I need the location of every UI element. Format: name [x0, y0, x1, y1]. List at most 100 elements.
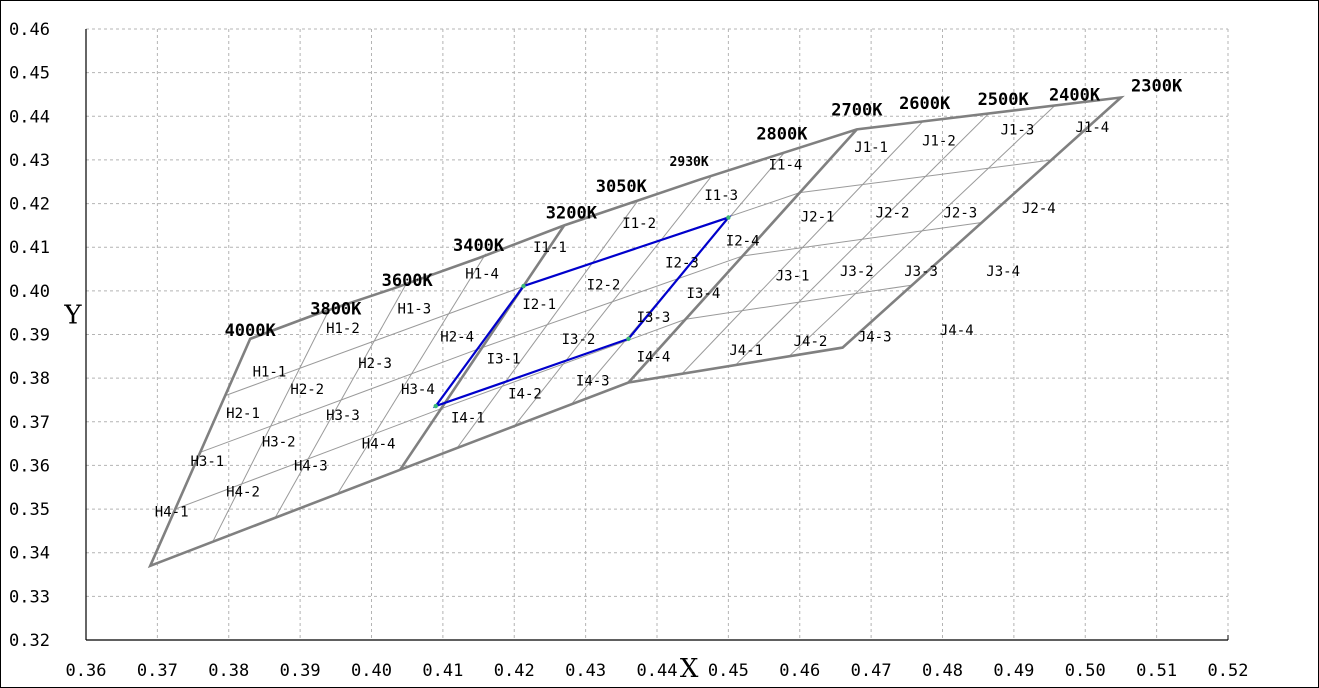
- x-tick-label: 0.47: [851, 661, 892, 681]
- bin-col-line: [735, 113, 990, 366]
- bin-label: I1-3: [704, 188, 738, 204]
- y-axis-title: Y: [63, 301, 82, 331]
- bin-label: J3-3: [904, 264, 938, 280]
- y-tick-label: 0.37: [9, 413, 50, 433]
- grid-lines: [85, 28, 1229, 641]
- bin-label: I1-1: [533, 240, 567, 256]
- x-tick-label: 0.45: [708, 661, 749, 681]
- region-divider: [398, 224, 566, 471]
- bin-col-line: [513, 177, 711, 427]
- bin-label: H2-3: [358, 356, 392, 372]
- bin-row-line: [685, 284, 913, 320]
- bin-label: I4-4: [637, 349, 671, 365]
- cct-label: 3200K: [546, 203, 598, 223]
- x-tick-label: 0.37: [137, 661, 178, 681]
- x-tick-label: 0.43: [565, 661, 606, 681]
- cct-label: 2600K: [899, 94, 951, 114]
- bin-label: I3-4: [687, 286, 721, 302]
- bin-label: H4-3: [294, 458, 328, 474]
- highlight-vertex: [433, 403, 438, 409]
- y-tick-label: 0.32: [9, 631, 50, 651]
- bin-label: J2-4: [1022, 201, 1056, 217]
- y-tick-label: 0.41: [9, 238, 50, 258]
- cct-label: 2500K: [978, 90, 1030, 110]
- cct-label: 2400K: [1049, 85, 1101, 105]
- bin-label: H1-3: [397, 301, 431, 317]
- y-tick-label: 0.42: [9, 195, 50, 215]
- bin-grid-lines: [175, 105, 1056, 543]
- bin-label: I2-4: [726, 234, 760, 250]
- bin-label: H1-2: [326, 321, 360, 337]
- bin-label: I1-4: [769, 157, 803, 173]
- bin-label: H2-1: [226, 406, 260, 422]
- x-tick-label: 0.41: [422, 661, 463, 681]
- bin-row-line: [175, 408, 442, 510]
- x-tick-label: 0.38: [208, 661, 249, 681]
- x-tick-label: 0.46: [779, 661, 820, 681]
- bin-label: I3-2: [562, 332, 596, 348]
- bin-label: J2-3: [943, 205, 977, 221]
- cct-label: 2930K: [670, 155, 709, 170]
- cct-label: 3050K: [596, 177, 648, 197]
- bin-label: J4-4: [940, 323, 974, 339]
- x-tick-label: 0.48: [922, 661, 963, 681]
- x-tick-label: 0.42: [494, 661, 535, 681]
- cct-label: 3800K: [310, 299, 362, 319]
- region-divider: [627, 128, 858, 384]
- bin-label: H4-2: [226, 485, 260, 501]
- bin-label: I3-3: [637, 310, 671, 326]
- y-tick-label: 0.36: [9, 456, 50, 476]
- y-tick-label: 0.33: [9, 587, 50, 607]
- x-tick-label: 0.49: [993, 661, 1034, 681]
- bin-col-line: [274, 281, 408, 519]
- bin-col-line: [337, 253, 487, 495]
- bin-label: H3-3: [326, 408, 360, 424]
- bin-label: H3-1: [190, 454, 224, 470]
- x-tick-label: 0.40: [351, 661, 392, 681]
- bin-label: H2-4: [440, 330, 474, 346]
- bin-label: H3-4: [401, 382, 435, 398]
- bin-label: J1-1: [854, 140, 888, 156]
- x-tick-label: 0.44: [637, 661, 678, 681]
- bin-col-line: [788, 105, 1056, 357]
- bin-label: I1-2: [622, 216, 656, 232]
- bin-label: J1-2: [922, 133, 956, 149]
- bin-label: H4-1: [155, 504, 189, 520]
- bin-label: I4-1: [451, 410, 485, 426]
- bin-label: J1-4: [1076, 120, 1110, 136]
- bin-label: J2-2: [876, 205, 910, 221]
- bin-label: I2-2: [587, 277, 621, 293]
- bin-label: J4-3: [858, 330, 892, 346]
- bin-label: H1-4: [465, 266, 499, 282]
- cct-label: 2800K: [756, 125, 808, 145]
- highlight-vertex: [726, 215, 731, 220]
- y-tick-label: 0.44: [9, 107, 50, 127]
- cct-label: 4000K: [225, 321, 277, 341]
- bin-label: J3-4: [986, 264, 1020, 280]
- y-tick-label: 0.34: [9, 544, 50, 564]
- cct-label: 3400K: [453, 236, 505, 256]
- cct-label: 2300K: [1131, 77, 1183, 97]
- y-tick-label: 0.43: [9, 151, 50, 171]
- bin-label: I2-3: [665, 255, 699, 271]
- y-tick-label: 0.39: [9, 326, 50, 346]
- bin-label: J2-1: [801, 210, 835, 226]
- bin-label: J4-1: [729, 343, 763, 359]
- bin-label: J3-2: [840, 264, 874, 280]
- cct-label: 3600K: [382, 271, 434, 291]
- y-tick-label: 0.35: [9, 500, 50, 520]
- bin-label: H3-2: [262, 434, 296, 450]
- y-tick-label: 0.38: [9, 369, 50, 389]
- bin-label: J1-3: [1001, 122, 1035, 138]
- cct-label: 2700K: [831, 101, 883, 121]
- y-tick-label: 0.46: [9, 20, 50, 40]
- x-axis-title: X: [680, 654, 699, 684]
- x-tick-label: 0.39: [280, 661, 321, 681]
- highlight-vertex: [626, 336, 631, 342]
- bin-label: J3-1: [776, 269, 810, 285]
- highlight-vertex: [521, 283, 526, 289]
- x-tick-label: 0.52: [1208, 661, 1249, 681]
- bin-label: I4-3: [576, 373, 610, 389]
- bin-label: I4-2: [508, 386, 542, 402]
